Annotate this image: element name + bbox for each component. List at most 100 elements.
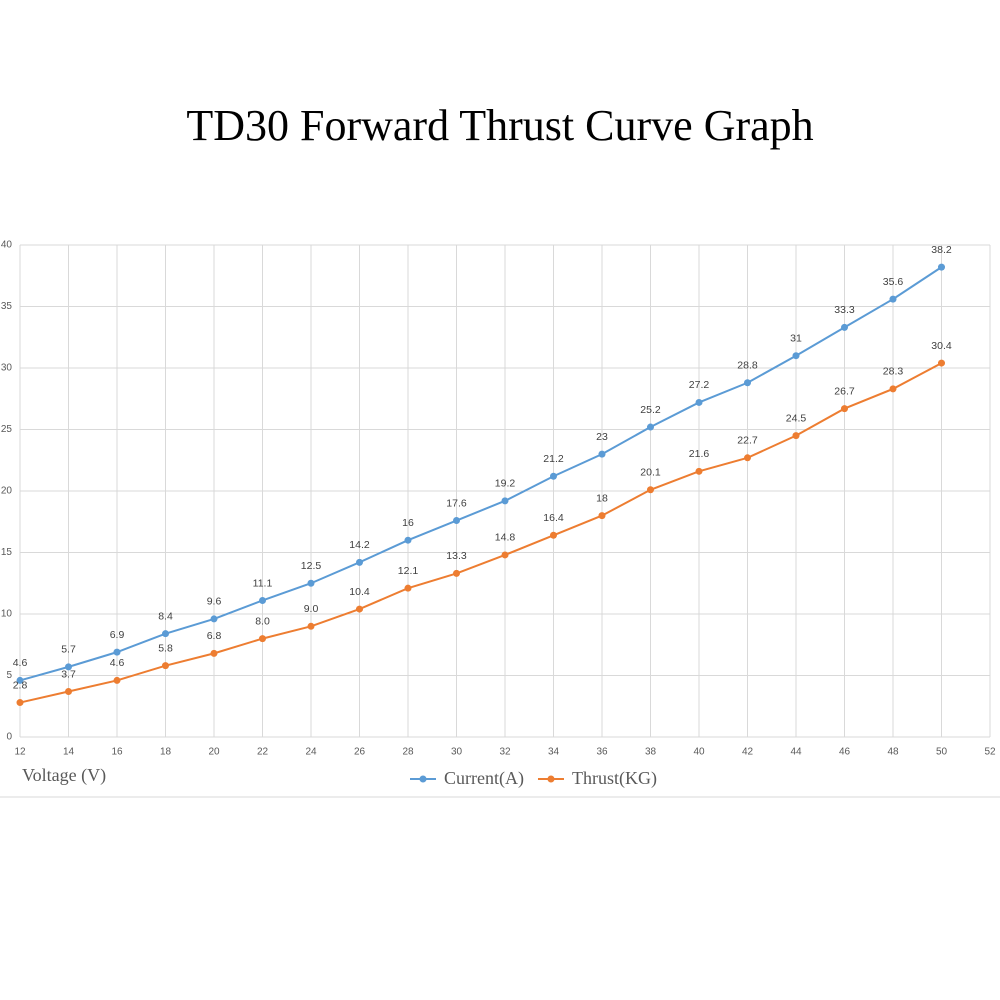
data-label: 4.6 <box>13 657 28 669</box>
data-point <box>792 352 800 360</box>
data-point <box>889 295 897 303</box>
data-label: 16 <box>402 517 414 529</box>
x-tick-label: 26 <box>354 747 366 758</box>
data-point <box>307 622 315 630</box>
y-tick-label: 30 <box>1 363 13 374</box>
data-label: 38.2 <box>931 244 952 256</box>
data-point <box>16 699 24 707</box>
data-point <box>647 486 654 494</box>
x-axis-label: Voltage (V) <box>22 765 106 786</box>
data-label: 22.7 <box>737 435 758 447</box>
legend-marker <box>419 775 427 783</box>
data-label: 19.2 <box>495 478 516 490</box>
data-point <box>162 662 169 670</box>
data-point <box>938 263 945 271</box>
x-tick-label: 42 <box>742 747 754 758</box>
data-label: 10.4 <box>349 586 370 598</box>
series-line <box>19 266 943 682</box>
x-tick-label: 12 <box>14 747 26 758</box>
data-point <box>65 663 72 671</box>
y-tick-label: 15 <box>1 547 13 558</box>
data-point <box>356 605 363 613</box>
data-label: 9.6 <box>207 596 222 608</box>
y-tick-label: 0 <box>6 732 12 743</box>
data-point <box>453 517 460 525</box>
data-label: 8.4 <box>158 610 173 622</box>
data-label: 33.3 <box>834 304 855 316</box>
data-label: 5.7 <box>61 644 76 656</box>
data-label: 9.0 <box>304 603 319 615</box>
data-point <box>162 630 169 638</box>
y-tick-label: 25 <box>1 424 13 435</box>
data-label: 23 <box>596 431 608 443</box>
data-point <box>259 596 266 604</box>
data-label: 31 <box>790 332 802 344</box>
data-label: 6.9 <box>110 629 125 641</box>
data-point <box>841 323 848 331</box>
data-label: 12.1 <box>398 565 419 577</box>
data-label: 18 <box>596 492 608 504</box>
data-label: 24.5 <box>786 412 807 424</box>
x-tick-label: 46 <box>839 747 851 758</box>
x-tick-label: 52 <box>984 747 996 758</box>
data-point <box>210 649 218 657</box>
data-point <box>792 432 800 440</box>
data-point <box>841 405 848 413</box>
x-tick-label: 14 <box>63 747 75 758</box>
data-label: 21.2 <box>543 453 564 465</box>
data-label: 3.7 <box>61 668 76 680</box>
data-point <box>598 450 606 458</box>
x-tick-label: 24 <box>305 747 317 758</box>
data-point <box>744 454 751 462</box>
x-tick-label: 40 <box>693 747 705 758</box>
legend-marker <box>547 775 555 783</box>
data-point <box>259 635 266 643</box>
data-point <box>113 676 121 684</box>
data-label: 30.4 <box>931 340 952 352</box>
data-point <box>744 379 751 387</box>
x-tick-label: 32 <box>499 747 511 758</box>
data-point <box>550 531 557 539</box>
chart-title: TD30 Forward Thrust Curve Graph <box>186 101 813 150</box>
x-tick-label: 20 <box>208 747 220 758</box>
x-tick-label: 36 <box>596 747 608 758</box>
series-line <box>19 362 942 704</box>
data-label: 17.6 <box>446 497 467 509</box>
data-point <box>501 497 509 505</box>
data-point <box>16 676 24 684</box>
y-tick-label: 40 <box>1 240 13 251</box>
data-label: 8.0 <box>255 615 270 627</box>
data-point <box>501 551 509 559</box>
y-tick-label: 5 <box>6 670 12 681</box>
data-point <box>695 467 703 475</box>
data-label: 2.8 <box>13 679 28 691</box>
data-point <box>404 536 412 544</box>
x-tick-label: 28 <box>402 747 414 758</box>
data-point <box>65 687 72 695</box>
data-point <box>113 648 121 656</box>
data-point <box>695 398 703 406</box>
data-label: 26.7 <box>834 385 855 397</box>
data-label: 5.8 <box>158 642 173 654</box>
data-label: 14.2 <box>349 539 370 551</box>
data-label: 27.2 <box>689 379 710 391</box>
data-point <box>550 472 557 480</box>
x-tick-label: 22 <box>257 747 269 758</box>
x-tick-label: 50 <box>936 747 948 758</box>
data-point <box>453 569 460 577</box>
x-tick-label: 38 <box>645 747 657 758</box>
data-label: 6.8 <box>207 630 222 642</box>
data-label: 21.6 <box>689 448 710 460</box>
data-label: 20.1 <box>640 467 661 479</box>
data-point <box>938 359 945 367</box>
data-label: 4.6 <box>110 657 125 669</box>
y-tick-label: 20 <box>1 486 13 497</box>
data-point <box>647 423 654 431</box>
data-point <box>210 615 218 623</box>
data-point <box>307 579 315 587</box>
y-tick-label: 10 <box>1 609 13 620</box>
data-point <box>598 512 606 520</box>
data-label: 12.5 <box>301 560 322 572</box>
